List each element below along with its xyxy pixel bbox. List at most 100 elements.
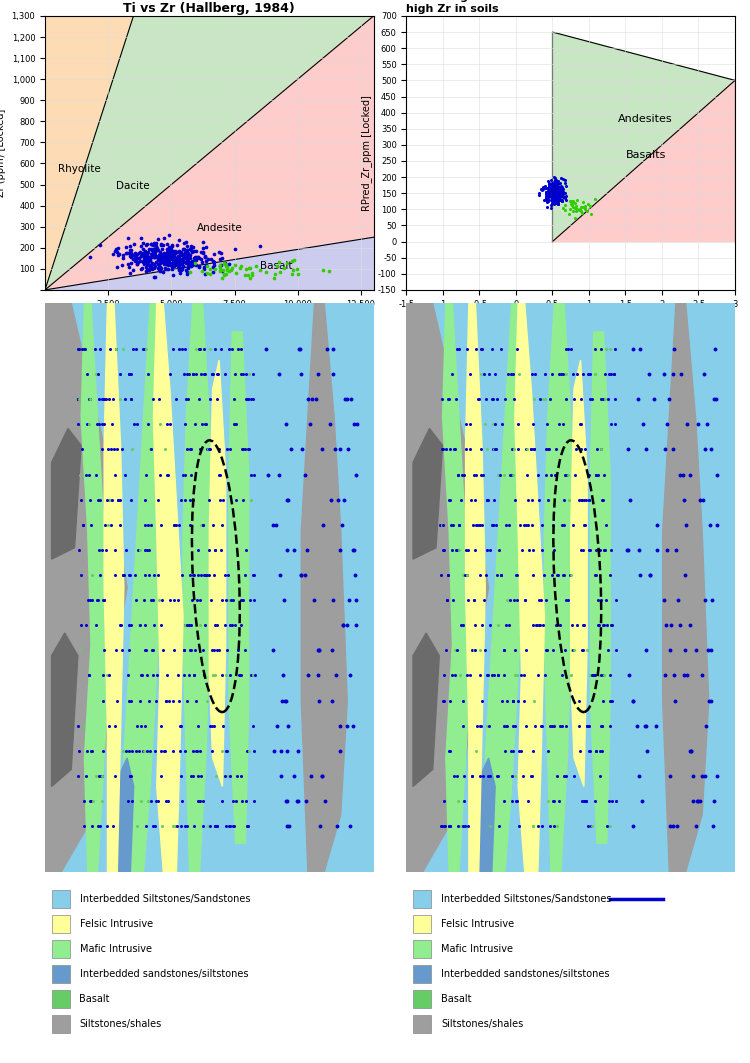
Point xyxy=(543,187,555,204)
Point xyxy=(146,241,158,258)
Point xyxy=(143,240,155,257)
Point xyxy=(160,256,172,273)
Point xyxy=(560,196,572,213)
Point xyxy=(140,244,152,261)
Point xyxy=(546,183,558,200)
Point xyxy=(122,255,134,272)
Point xyxy=(112,239,124,256)
Point xyxy=(550,188,562,205)
Point xyxy=(169,257,181,274)
Point xyxy=(550,192,562,209)
Point xyxy=(154,250,166,267)
Point xyxy=(548,183,560,200)
Point xyxy=(134,243,146,260)
Point xyxy=(546,180,558,197)
Point xyxy=(568,195,580,212)
Point xyxy=(182,244,194,261)
Point xyxy=(550,186,562,203)
Point xyxy=(148,249,160,266)
Point xyxy=(155,236,167,253)
Point xyxy=(287,251,299,268)
Point xyxy=(269,266,281,283)
Point xyxy=(166,249,178,266)
Point xyxy=(548,193,560,210)
Point xyxy=(197,244,209,261)
Point xyxy=(556,184,568,201)
Point xyxy=(154,259,166,276)
Point xyxy=(174,264,186,281)
Point xyxy=(209,256,220,273)
Point xyxy=(148,241,160,258)
Point xyxy=(550,178,562,195)
Point xyxy=(245,267,257,284)
Point xyxy=(164,244,176,261)
Point xyxy=(184,247,196,264)
Point xyxy=(554,174,566,191)
Point xyxy=(554,184,566,201)
Point xyxy=(166,258,178,275)
Point xyxy=(541,193,553,210)
Point xyxy=(548,174,560,191)
Point xyxy=(160,251,172,268)
Point xyxy=(146,244,158,261)
Point xyxy=(172,260,184,277)
Point xyxy=(188,253,200,270)
Point xyxy=(158,247,170,264)
Point xyxy=(142,261,154,279)
FancyBboxPatch shape xyxy=(52,915,70,932)
Point xyxy=(190,251,202,268)
Point xyxy=(179,248,191,265)
Point xyxy=(194,249,206,266)
Point xyxy=(124,264,136,281)
Point xyxy=(154,236,166,253)
Point xyxy=(545,183,557,200)
Point xyxy=(188,242,200,259)
Point xyxy=(219,256,231,273)
Point xyxy=(546,183,558,200)
Point xyxy=(152,255,164,272)
Point xyxy=(180,234,192,251)
Point xyxy=(548,183,560,200)
Point xyxy=(547,190,559,207)
Point xyxy=(317,261,329,279)
Polygon shape xyxy=(45,16,374,290)
Point xyxy=(556,182,568,199)
Point xyxy=(145,257,157,274)
Point xyxy=(544,184,556,201)
Point xyxy=(131,256,143,273)
Point xyxy=(176,259,188,276)
Point xyxy=(165,249,177,266)
Point xyxy=(545,171,557,188)
Point xyxy=(129,244,141,261)
Point xyxy=(536,182,548,199)
Point xyxy=(166,246,178,263)
Point xyxy=(182,254,194,271)
Point xyxy=(543,182,555,199)
Point xyxy=(229,240,241,257)
Point xyxy=(286,253,298,270)
Point xyxy=(132,254,144,271)
Point xyxy=(551,178,563,195)
Point xyxy=(188,250,200,267)
Point xyxy=(280,254,292,271)
Point xyxy=(123,244,135,261)
Point xyxy=(550,173,562,190)
Point xyxy=(182,253,194,270)
Point xyxy=(533,187,545,204)
FancyBboxPatch shape xyxy=(413,1015,431,1032)
Point xyxy=(550,181,562,198)
Point xyxy=(554,182,566,199)
Point xyxy=(168,258,180,275)
Point xyxy=(106,246,118,263)
Point xyxy=(130,251,142,268)
Point xyxy=(274,263,286,280)
Polygon shape xyxy=(45,303,128,872)
Point xyxy=(141,244,153,261)
Point xyxy=(548,196,560,213)
Point xyxy=(190,256,202,273)
Point xyxy=(206,258,218,275)
Point xyxy=(542,190,554,207)
Point xyxy=(129,253,141,270)
Point xyxy=(554,190,566,207)
Point xyxy=(170,243,182,260)
